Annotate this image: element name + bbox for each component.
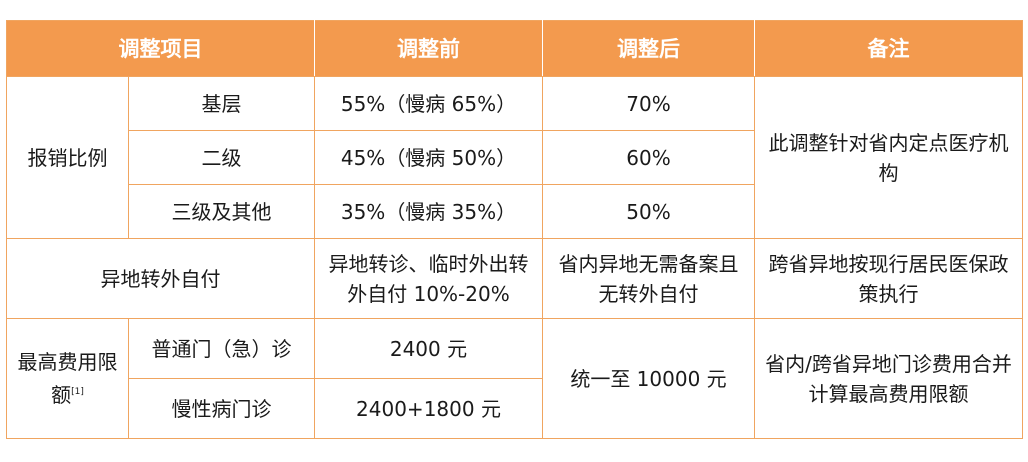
level-cell: 二级 [128,130,315,185]
level-cell: 基层 [128,76,315,131]
transfer-label: 异地转外自付 [6,238,315,319]
before-cell: 45%（慢病 50%） [314,130,543,185]
level-cell: 三级及其他 [128,184,315,239]
before-cell: 35%（慢病 35%） [314,184,543,239]
table-row: 最高费用限额[1] 普通门（急）诊 2400 元 统一至 10000 元 省内/… [6,318,1023,439]
table-row: 二级 45%（慢病 50%） 60% [7,130,1023,185]
transfer-before: 异地转诊、临时外出转外自付 10%-20% [314,238,543,319]
reimbursement-note: 此调整针对省内定点医疗机构 [754,76,1023,239]
before-cell: 2400 元 [314,318,543,379]
visit-type-cell: 普通门（急）诊 [128,318,315,379]
before-cell: 2400+1800 元 [314,378,543,439]
after-cell: 70% [542,76,755,131]
table-header-row: 调整项目 调整前 调整后 备注 [6,20,1023,77]
after-cell: 60% [542,130,755,185]
footnote-marker: [1] [71,387,84,397]
transfer-after: 省内异地无需备案且无转外自付 [542,238,755,319]
transfer-note: 跨省异地按现行居民医保政策执行 [754,238,1023,319]
policy-adjustment-table: 调整项目 调整前 调整后 备注 报销比例 基层 55%（慢病 65%） 70% … [6,20,1023,439]
table-row: 异地转外自付 异地转诊、临时外出转外自付 10%-20% 省内异地无需备案且无转… [6,238,1023,319]
reimbursement-label: 报销比例 [6,76,129,239]
header-before: 调整前 [314,20,543,77]
visit-type-cell: 慢性病门诊 [128,378,315,439]
table-row: 慢性病门诊 2400+1800 元 [7,378,1023,439]
limit-label-cell: 最高费用限额[1] [6,318,129,439]
limit-after: 统一至 10000 元 [542,318,755,439]
before-cell: 55%（慢病 65%） [314,76,543,131]
header-after: 调整后 [542,20,755,77]
limit-note: 省内/跨省异地门诊费用合并计算最高费用限额 [754,318,1023,439]
header-item: 调整项目 [6,20,315,77]
header-note: 备注 [754,20,1023,77]
table-row: 报销比例 基层 55%（慢病 65%） 70% 此调整针对省内定点医疗机构 [6,76,1023,239]
after-cell: 50% [542,184,755,239]
limit-label: 最高费用限额 [17,350,118,407]
